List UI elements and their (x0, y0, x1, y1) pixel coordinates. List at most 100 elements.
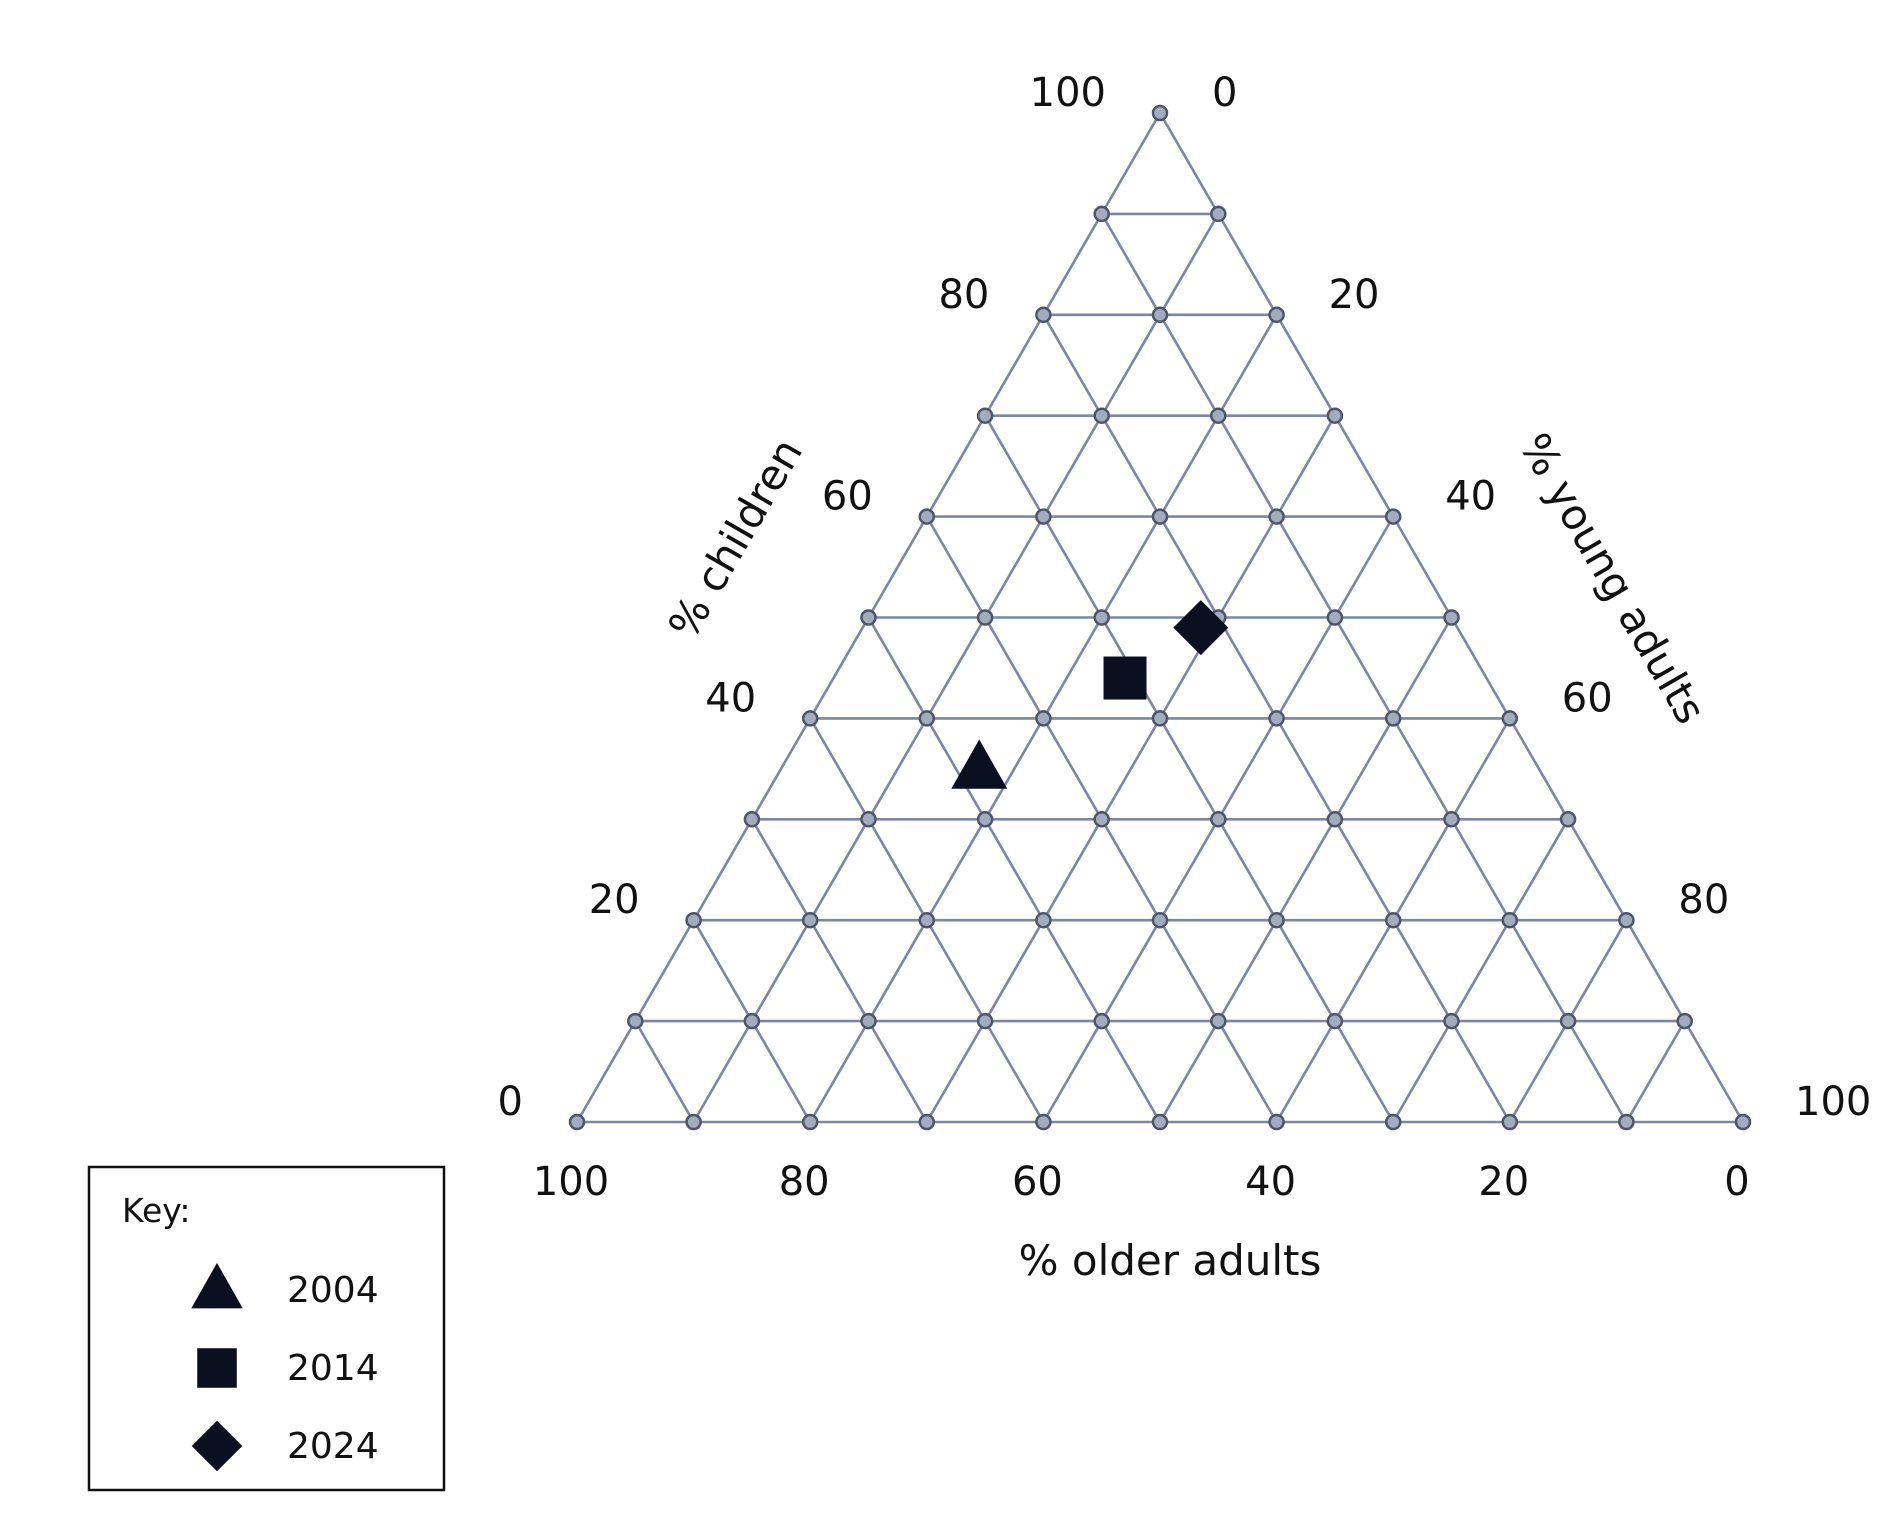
grid-node (1559, 1012, 1577, 1030)
grid-node (860, 811, 877, 828)
triangular-grid (575, 112, 1745, 1124)
grid-node (976, 1012, 994, 1030)
young-adults-tick-label: 80 (1678, 877, 1729, 923)
grid-node (1501, 911, 1519, 929)
legend-box (87, 1165, 446, 1492)
grid-node (1268, 508, 1285, 525)
grid-node (1035, 508, 1052, 525)
marker-triangle-2004 (951, 739, 1008, 789)
grid-node (1326, 407, 1344, 424)
legend-symbol-diamond (191, 1420, 243, 1472)
grid-node (801, 710, 819, 727)
grid-node (801, 911, 819, 929)
legend-label-2004: 2004 (287, 1270, 379, 1311)
grid-node (1384, 508, 1402, 525)
grid-node (1268, 710, 1285, 727)
older-adults-tick-label: 100 (533, 1159, 609, 1205)
grid-node (1093, 205, 1110, 223)
grid-node (1093, 811, 1110, 828)
grid-node (627, 1012, 644, 1030)
older-adults-tick-label: 0 (1724, 1159, 1749, 1205)
grid-node (1151, 911, 1169, 929)
grid-node (918, 1113, 936, 1131)
grid-line-older-70 (750, 818, 928, 1123)
grid-line-older-30 (983, 415, 1395, 1123)
children-tick-label: 0 (498, 1079, 523, 1125)
young-adults-tick-label: 0 (1212, 70, 1237, 116)
grid-node (976, 407, 994, 424)
grid-node (685, 911, 702, 929)
legend-label-2014: 2014 (287, 1348, 379, 1389)
grid-node (1093, 1012, 1110, 1030)
grid-node (1151, 1113, 1169, 1131)
children-tick-label: 100 (1030, 70, 1106, 116)
older-adults-axis-title: % older adults (1019, 1236, 1322, 1285)
young-adults-tick-label: 20 (1329, 272, 1380, 318)
grid-node (1326, 609, 1344, 626)
grid-node (860, 1012, 877, 1030)
children-tick-label: 20 (589, 877, 640, 923)
legend: Key: 2004 2014 2024 (87, 1165, 446, 1492)
grid-nodes (568, 104, 1752, 1131)
children-axis-title: % children (659, 430, 812, 647)
grid-node (1676, 1012, 1693, 1030)
grid-node (1268, 911, 1285, 929)
legend-title: Key: (122, 1191, 191, 1230)
children-tick-label: 60 (822, 474, 873, 520)
grid-node (1268, 1113, 1285, 1131)
grid-node (1035, 306, 1052, 324)
legend-symbol-square (197, 1348, 237, 1388)
grid-node (918, 508, 936, 525)
children-tick-label: 40 (705, 675, 756, 721)
grid-node (1035, 911, 1052, 929)
legend-symbol-triangle (191, 1262, 243, 1309)
grid-node (1151, 508, 1169, 525)
marker-diamond-2024 (1173, 600, 1229, 656)
grid-line-young-90 (1625, 1020, 1686, 1123)
grid-node (1618, 1113, 1635, 1131)
older-adults-tick-label: 20 (1478, 1159, 1529, 1205)
grid-node (860, 609, 877, 626)
grid-node (743, 1012, 761, 1030)
children-tick-label: 80 (938, 272, 989, 318)
grid-node (918, 911, 936, 929)
grid-node (1210, 1012, 1227, 1030)
grid-node (1326, 811, 1344, 828)
grid-node (1151, 710, 1169, 727)
grid-node (1151, 104, 1169, 122)
legend-label-2024: 2024 (287, 1426, 379, 1467)
older-adults-tick-label: 40 (1245, 1159, 1296, 1205)
grid-node (685, 1113, 702, 1131)
grid-node (1384, 911, 1402, 929)
grid-node (1443, 609, 1460, 626)
older-adults-tick-label: 80 (779, 1159, 830, 1205)
young-adults-tick-label: 100 (1795, 1079, 1871, 1125)
young-adults-tick-label: 40 (1445, 474, 1496, 520)
grid-node (1384, 1113, 1402, 1131)
grid-node (1035, 710, 1052, 727)
grid-line-young-30 (925, 415, 1337, 1123)
grid-node (1035, 1113, 1052, 1131)
grid-node (1268, 306, 1285, 324)
grid-node (976, 811, 994, 828)
grid-node (1384, 710, 1402, 727)
grid-line-older-10 (1100, 213, 1628, 1123)
grid-node (1501, 1113, 1519, 1131)
grid-node (801, 1113, 819, 1131)
older-adults-tick-label: 60 (1012, 1159, 1063, 1205)
grid-node (1326, 1012, 1344, 1030)
grid-node (743, 811, 761, 828)
data-markers (951, 600, 1229, 789)
marker-square-2014 (1103, 656, 1147, 700)
grid-node (1210, 407, 1227, 424)
grid-line-young-50 (1158, 616, 1453, 1123)
young-adults-tick-label: 60 (1562, 675, 1613, 721)
grid-node (1559, 811, 1577, 828)
grid-node (1734, 1113, 1752, 1131)
grid-node (568, 1113, 586, 1131)
grid-node (918, 710, 936, 727)
grid-line-young-10 (692, 213, 1220, 1123)
grid-node (1151, 306, 1169, 324)
